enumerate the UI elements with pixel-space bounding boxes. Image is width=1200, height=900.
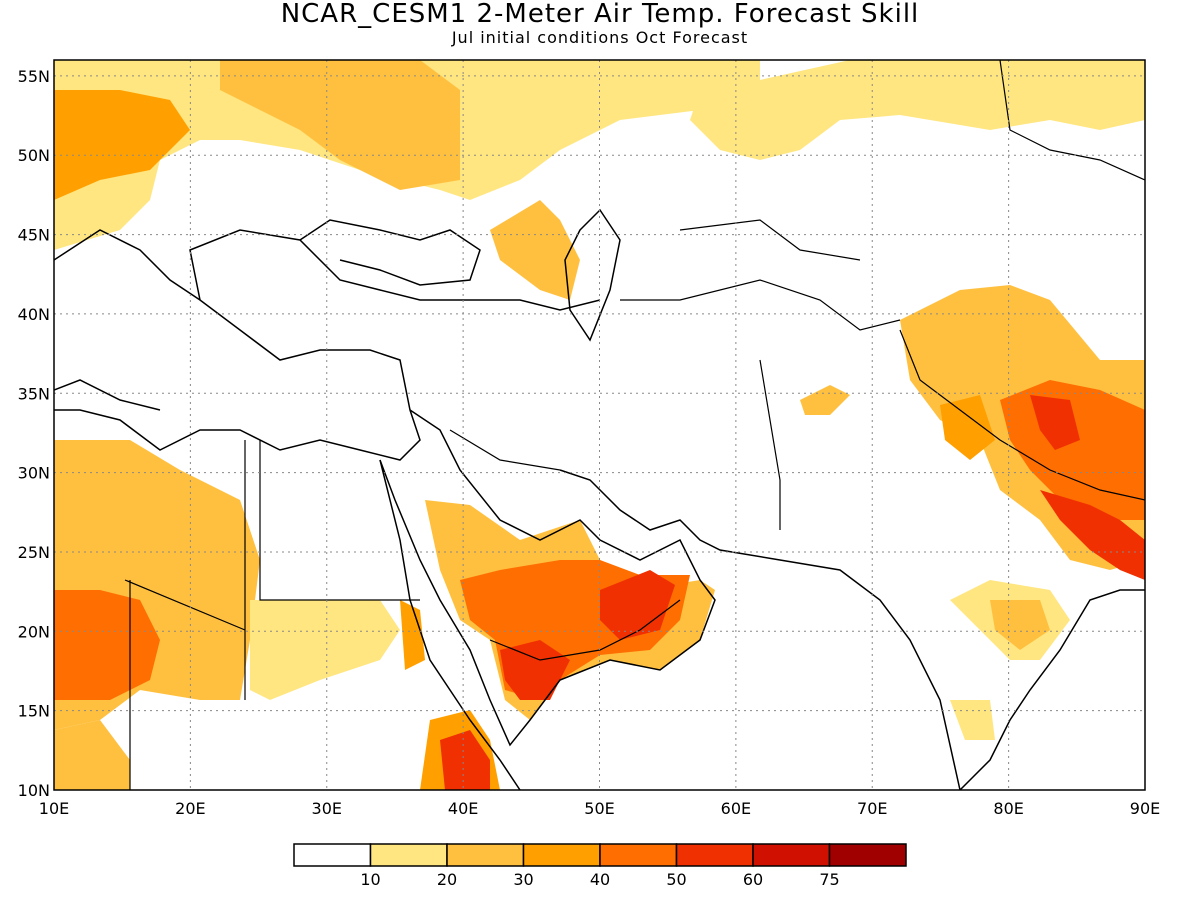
europe-orange [54, 90, 190, 200]
colorbar-swatch [752, 843, 831, 867]
chad-niger [54, 590, 160, 700]
colorbar-label: 40 [590, 870, 610, 889]
colorbar-swatch [293, 843, 372, 867]
ukraine-orange [220, 60, 460, 190]
oman-core [600, 570, 675, 640]
west-africa-south [54, 720, 130, 790]
colorbar-swatch [675, 843, 754, 867]
map-subtitle: Jul initial conditions Oct Forecast [451, 28, 749, 47]
lon-tick-label: 90E [1130, 799, 1160, 818]
colorbar-label: 20 [437, 870, 457, 889]
lon-tick-label: 50E [584, 799, 614, 818]
lat-tick-label: 25N [18, 543, 50, 562]
skill-shading [54, 60, 1145, 790]
sudan-red-sea [400, 600, 425, 670]
afghan-spot [800, 385, 850, 415]
yemen-highlands [500, 640, 570, 700]
kashmir [940, 395, 995, 460]
colorbar-swatch [369, 843, 448, 867]
lon-tick-label: 40E [448, 799, 478, 818]
lon-axis: 10E 20E 30E 40E 50E 60E 70E 80E 90E [39, 799, 1160, 818]
colorbar-label: 30 [513, 870, 533, 889]
lat-tick-label: 30N [18, 464, 50, 483]
graticule [54, 60, 1145, 790]
lat-tick-label: 40N [18, 305, 50, 324]
colorbar-label: 50 [666, 870, 686, 889]
lat-tick-label: 15N [18, 702, 50, 721]
lon-tick-label: 20E [175, 799, 205, 818]
lat-tick-label: 45N [18, 226, 50, 245]
colorbar-label: 60 [743, 870, 763, 889]
central-asia-north [690, 60, 1145, 160]
tibet-core [1030, 395, 1080, 450]
bangladesh [1040, 490, 1145, 580]
lon-tick-label: 60E [721, 799, 751, 818]
india-east-orange [990, 600, 1050, 650]
lat-tick-label: 10N [18, 781, 50, 800]
colorbar: 10 20 30 40 50 60 75 [293, 843, 907, 889]
colorbar-swatch [522, 843, 601, 867]
lon-tick-label: 70E [857, 799, 887, 818]
caspian-band [490, 200, 580, 300]
lat-tick-label: 20N [18, 622, 50, 641]
colorbar-label: 75 [819, 870, 839, 889]
colorbar-swatch [599, 843, 678, 867]
lat-axis: 55N 50N 45N 40N 35N 30N 25N 20N 15N 10N [18, 67, 50, 800]
map-title: NCAR_CESM1 2-Meter Air Temp. Forecast Sk… [280, 0, 920, 29]
lat-tick-label: 35N [18, 384, 50, 403]
lat-tick-label: 50N [18, 146, 50, 165]
colorbar-label: 10 [360, 870, 380, 889]
sudan-band [250, 600, 400, 700]
ethiopia-core [440, 730, 490, 790]
lon-tick-label: 30E [312, 799, 342, 818]
coastlines [54, 208, 1145, 790]
lon-tick-label: 10E [39, 799, 69, 818]
plot-frame [53, 59, 1146, 791]
colorbar-swatch [446, 843, 525, 867]
india-south [950, 700, 995, 740]
lon-tick-label: 80E [993, 799, 1023, 818]
colorbar-swatch [828, 843, 907, 867]
lat-tick-label: 55N [18, 67, 50, 86]
